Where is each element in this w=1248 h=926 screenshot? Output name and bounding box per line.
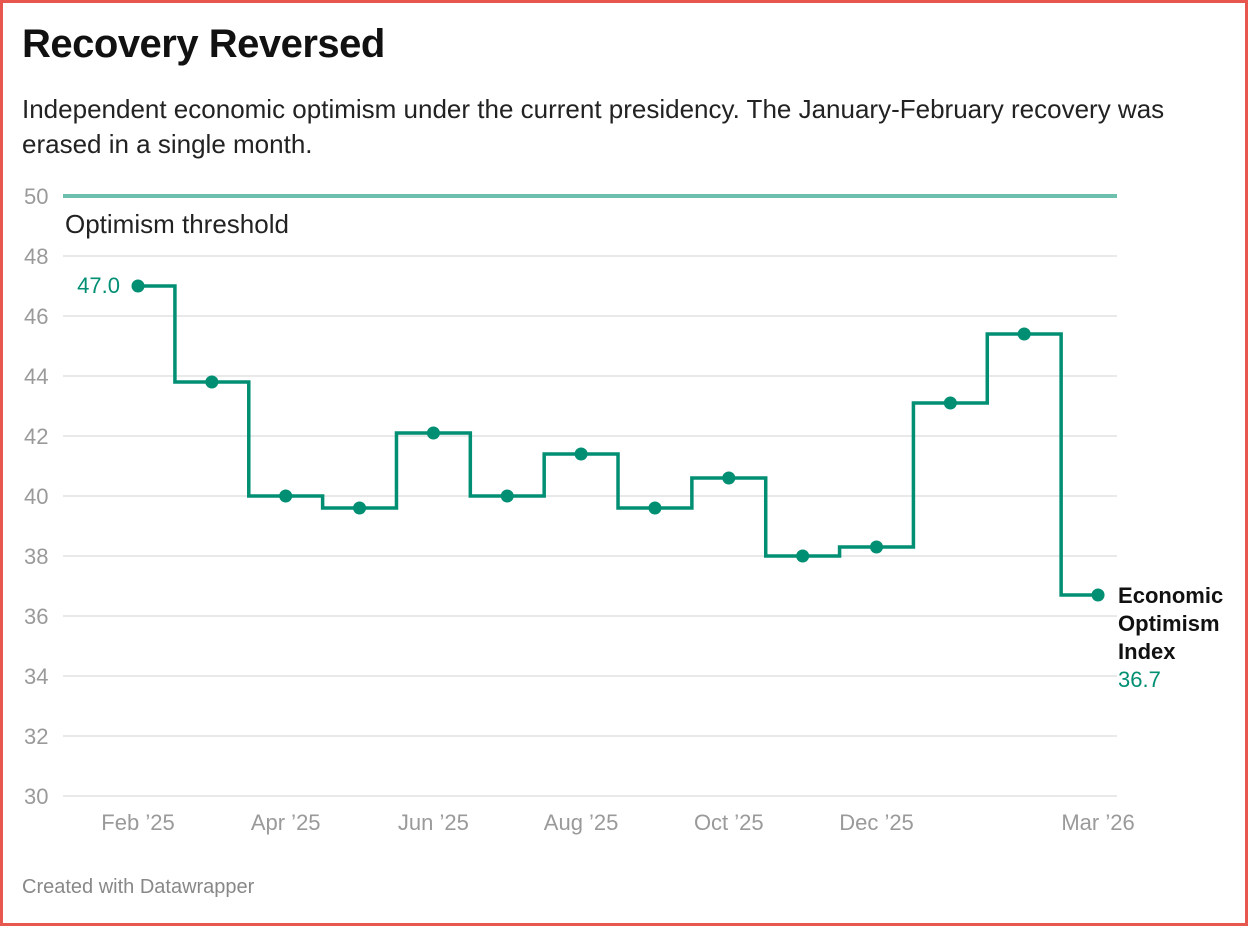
data-point [279,489,293,503]
series-label-line: Optimism [1118,611,1219,636]
x-tick-label: Mar ’26 [1061,810,1134,835]
first-value-label: 47.0 [77,273,120,298]
chart-subtitle: Independent economic optimism under the … [22,94,1165,159]
data-point [426,426,440,440]
data-point [205,375,219,389]
y-tick-label: 40 [24,484,48,509]
x-tick-label: Oct ’25 [694,810,764,835]
x-tick-label: Apr ’25 [251,810,321,835]
gridlines [63,255,1117,797]
y-tick-label: 36 [24,604,48,629]
data-point [722,471,736,485]
series-label-line: Index [1118,639,1176,664]
economic-optimism-line [138,284,1099,597]
data-point [353,501,367,515]
y-tick-label: 34 [24,664,48,689]
data-point [1017,327,1031,341]
y-tick-label: 48 [24,244,48,269]
series-group [131,279,1105,602]
data-point [131,279,145,293]
threshold-label: Optimism threshold [65,209,289,239]
y-tick-label: 42 [24,424,48,449]
data-point [648,501,662,515]
series-label-line: Economic [1118,583,1223,608]
x-tick-label: Dec ’25 [839,810,914,835]
y-tick-label: 44 [24,364,48,389]
data-point [796,549,810,563]
x-tick-label: Jun ’25 [398,810,469,835]
data-point [1091,588,1105,602]
data-point [870,540,883,554]
x-tick-label: Aug ’25 [544,810,619,835]
annotation-group: 47.0 Economic Optimism Index 36.7 [77,273,1223,692]
data-point [574,447,588,461]
chart-title: Recovery Reversed [22,22,385,66]
y-tick-label: 46 [24,304,48,329]
x-axis: Feb ’25 Apr ’25 Jun ’25 Aug ’25 Oct ’25 Dec ’… [101,810,1134,835]
y-tick-label: 32 [24,724,48,749]
y-tick-label: 38 [24,544,48,569]
footer-credit: Created with Datawrapper [22,876,255,898]
x-tick-label: Feb ’25 [101,810,174,835]
y-axis: 30 32 34 36 38 40 42 44 46 48 50 [24,184,48,809]
y-tick-label: 50 [24,184,48,209]
threshold-group: Optimism threshold [63,194,1117,239]
data-point [943,396,957,410]
data-point [500,489,514,503]
y-tick-label: 30 [24,784,48,809]
last-value-label: 36.7 [1118,667,1161,692]
